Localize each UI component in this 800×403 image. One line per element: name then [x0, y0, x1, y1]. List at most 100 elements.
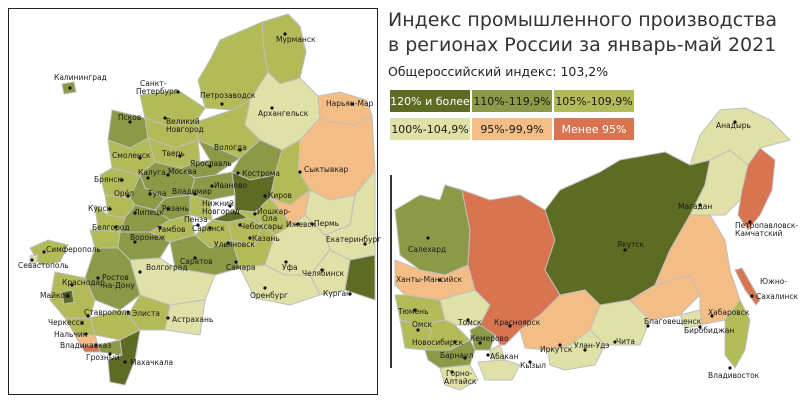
city-kemerovo: Кемерово	[470, 334, 509, 343]
region-crimea	[29, 239, 69, 266]
region-dagestan	[107, 329, 141, 386]
city-nn-line2: Новгород	[202, 207, 240, 216]
city-naryan-mar: Нарьян-Мар	[326, 99, 374, 108]
city-stavropol: Ставрополь	[84, 308, 131, 317]
page-title: Индекс промышленного производства в реги…	[388, 8, 798, 58]
city-ulyanovsk: Ульяновск	[214, 240, 255, 249]
city-orel: Орёл	[114, 189, 134, 198]
city-petropavlovsk-line2: Камчатский	[735, 229, 783, 238]
city-saratov: Саратов	[180, 257, 213, 266]
city-ioshkar-line2: Ола	[262, 214, 277, 223]
city-arkhangelsk: Архангельск	[258, 109, 309, 118]
region-buryatia	[547, 329, 606, 371]
city-astrakhan: Астрахань	[172, 315, 213, 324]
city-petrozavodsk: Петрозаводск	[200, 91, 256, 100]
city-krasnoyarsk: Красноярск	[494, 318, 541, 327]
region-sevastopol	[29, 254, 39, 265]
region-sakhalin	[734, 267, 761, 306]
legend-item: Менее 95%	[554, 118, 634, 140]
city-tambov: Тамбов	[156, 225, 185, 234]
national-index: Общероссийский индекс: 103,2%	[388, 64, 609, 79]
city-novosibirsk: Новосибирск	[412, 338, 464, 347]
city-vladikavkaz: Владикавказ	[60, 341, 111, 350]
city-makhachkala: Махачкала	[130, 358, 173, 367]
region-yamal	[394, 184, 471, 276]
city-irkutsk: Иркутск	[540, 345, 573, 354]
city-ufa: Уфа	[282, 263, 298, 272]
city-perm: Пермь	[314, 219, 339, 228]
city-petropavlovsk-line1: Петропавловск-	[735, 221, 798, 230]
city-rostov-line1: Ростов	[102, 273, 129, 282]
city-magadan: Магадан	[678, 202, 712, 211]
city-labels: Калининград Мурманск Санкт- Петербург Пе…	[18, 35, 799, 386]
city-salekhard: Салехард	[408, 245, 446, 254]
city-vladimir: Владимир	[172, 187, 212, 196]
city-kaliningrad: Калининград	[54, 73, 107, 82]
city-tomsk: Томск	[457, 318, 482, 327]
city-lipetsk: Липецк	[134, 208, 164, 217]
region-kamchatka	[737, 147, 776, 231]
european-inset-frame	[8, 8, 378, 395]
city-bryansk: Брянск	[94, 175, 122, 184]
city-volgograd: Волгоград	[146, 263, 188, 272]
city-spb-line1: Санкт-	[140, 79, 167, 88]
city-ulan-ude: Улан-Удэ	[574, 341, 609, 350]
city-tula: Тула	[147, 189, 166, 198]
region-chukotka	[689, 107, 791, 166]
legend-label: Менее 95%	[561, 122, 627, 136]
western-regions	[29, 13, 376, 386]
city-krasnodar: Краснодар	[62, 278, 105, 287]
city-saransk: Саранск	[192, 224, 225, 233]
legend-label: 100%-104,9%	[391, 122, 469, 136]
city-elista: Элиста	[132, 309, 160, 318]
city-ioshkar-line1: Йошкар-	[257, 207, 291, 216]
title-line-1: Индекс промышленного производства	[388, 9, 778, 31]
legend-label: 105%-109,9%	[555, 94, 633, 108]
city-dots	[30, 32, 754, 374]
city-kostroma: Кострома	[242, 169, 280, 178]
city-ekaterinburg: Екатеринбург	[326, 235, 381, 244]
city-ivanovo: Иваново	[214, 181, 248, 190]
legend-item: 105%-109,9%	[554, 90, 634, 112]
region-altai-krai	[424, 339, 476, 369]
city-tyumen: Тюмень	[397, 307, 429, 316]
city-novgorod-line2: Новгород	[166, 125, 204, 134]
city-kaluga: Калуга	[138, 168, 166, 177]
city-chelyabinsk: Челябинск	[302, 269, 345, 278]
map-divider	[390, 175, 392, 368]
city-blagoveshchensk: Благовещенск	[644, 317, 702, 326]
city-spb-line2: Петербург	[136, 87, 178, 96]
city-belgorod: Белгород	[92, 223, 130, 232]
city-rostov-line2: -на-Дону	[100, 281, 135, 290]
city-gorno-line1: Горно-	[446, 369, 472, 378]
region-altai-rep	[439, 364, 479, 391]
city-samara: Самара	[226, 263, 255, 272]
city-kirov: Киров	[268, 191, 292, 200]
city-ryazan: Рязань	[162, 204, 189, 213]
legend-item: 95%-99,9%	[472, 118, 552, 140]
city-nn-line1: Нижний	[202, 199, 234, 208]
city-izhevsk: Ижевск	[286, 220, 317, 229]
city-syktyvkar: Сыктывкар	[304, 165, 349, 174]
city-omsk: Омск	[412, 320, 433, 329]
city-simferopol: Симферополь	[46, 245, 101, 254]
city-murmansk: Мурманск	[276, 35, 316, 44]
city-novgorod-line1: Великий	[166, 117, 200, 126]
city-voronezh: Воронеж	[130, 233, 166, 242]
legend-label: 95%-99,9%	[480, 122, 544, 136]
city-kazan: Казань	[252, 234, 280, 243]
city-yuzhno-line1: Южно-	[760, 277, 787, 286]
city-gorno-line2: Алтайск	[444, 377, 477, 386]
city-kurgan: Курган	[323, 289, 351, 298]
city-yuzhno-line2: Сахалинск	[756, 292, 799, 301]
region-orenburg	[239, 264, 321, 306]
city-abakan: Абакан	[490, 352, 518, 361]
region-krasnoyarsk	[461, 189, 561, 346]
city-kursk: Курск	[88, 204, 112, 213]
legend-item: 110%-119,9%	[472, 90, 552, 112]
city-maykop: Майкоп	[40, 291, 70, 300]
city-pskov: Псков	[118, 113, 141, 122]
city-yakutsk: Якутск	[617, 240, 645, 249]
region-astrakhan	[164, 299, 206, 336]
